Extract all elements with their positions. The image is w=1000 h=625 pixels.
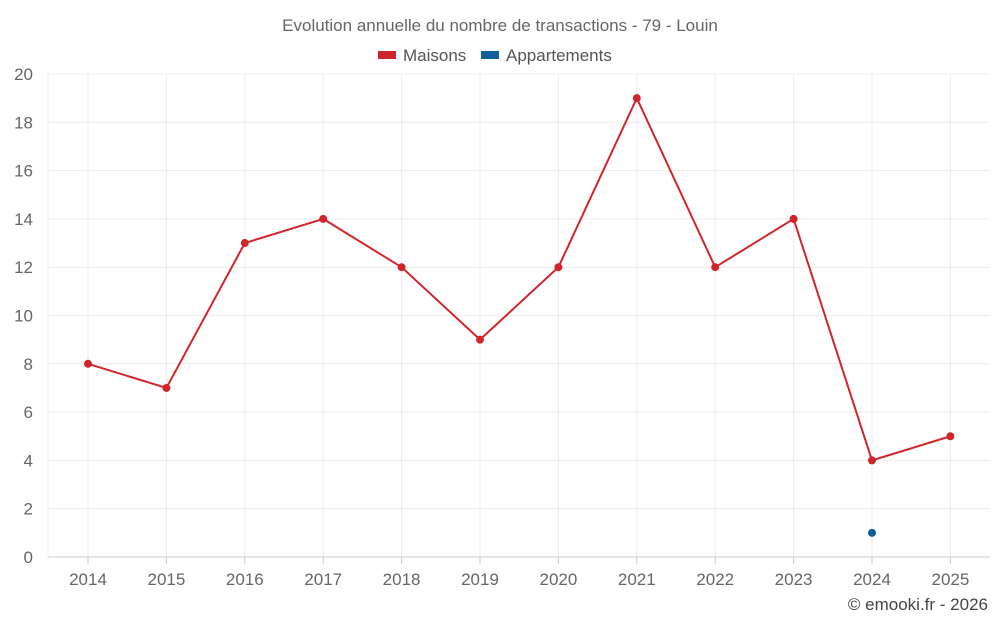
y-tick-label: 2 [24,500,33,519]
x-tick-label: 2019 [461,570,499,589]
x-tick-label: 2020 [539,570,577,589]
legend-label-appartements[interactable]: Appartements [506,46,612,65]
y-tick-label: 10 [14,307,33,326]
grid [47,73,990,557]
y-tick-label: 18 [14,113,33,132]
legend-swatch-appartements[interactable] [481,51,499,59]
x-tick-label: 2015 [147,570,185,589]
data-point-maisons-2014[interactable] [84,359,92,368]
chart-title: Evolution annuelle du nombre de transact… [282,16,718,35]
data-point-maisons-2018[interactable] [397,263,406,272]
x-tick-label: 2018 [383,570,421,589]
x-tick-label: 2023 [775,570,813,589]
y-tick-label: 4 [24,451,33,470]
axes: 0 2 4 6 8 10 12 14 16 18 20 2014 2015 2016 2017 2018 201… [14,65,990,589]
data-point-maisons-2015[interactable] [162,383,171,392]
data-series [84,94,955,537]
x-tick-label: 2022 [696,570,734,589]
data-point-appartements-2024[interactable] [868,528,876,537]
data-point-maisons-2021[interactable] [632,94,641,103]
y-tick-label: 20 [14,65,33,84]
y-tick-label: 16 [14,162,33,181]
data-point-maisons-2017[interactable] [319,214,328,223]
series-line-maisons [87,97,951,462]
data-point-maisons-2024[interactable] [868,456,876,465]
x-tick-label: 2025 [931,570,969,589]
data-point-maisons-2022[interactable] [711,263,720,272]
legend: Maisons Appartements [378,46,612,65]
x-tick-label: 2016 [226,570,264,589]
data-point-maisons-2023[interactable] [789,214,798,223]
y-tick-label: 6 [24,403,33,422]
y-tick-label: 0 [24,548,33,567]
series-maisons [84,94,955,465]
legend-swatch-maisons[interactable] [378,51,396,59]
x-tick-label: 2017 [304,570,342,589]
credit-text: © emooki.fr - 2026 [848,595,988,614]
y-tick-label: 8 [24,355,33,374]
series-appartements [868,528,876,537]
x-tick-label: 2024 [853,570,891,589]
data-point-maisons-2025[interactable] [946,432,955,441]
x-tick-label: 2014 [69,570,107,589]
data-point-maisons-2020[interactable] [554,263,563,272]
x-tick-label: 2021 [618,570,656,589]
data-point-maisons-2016[interactable] [240,239,249,248]
y-tick-label: 14 [14,210,33,229]
legend-label-maisons[interactable]: Maisons [403,46,466,65]
data-point-maisons-2019[interactable] [476,335,484,344]
y-tick-label: 12 [14,258,33,277]
